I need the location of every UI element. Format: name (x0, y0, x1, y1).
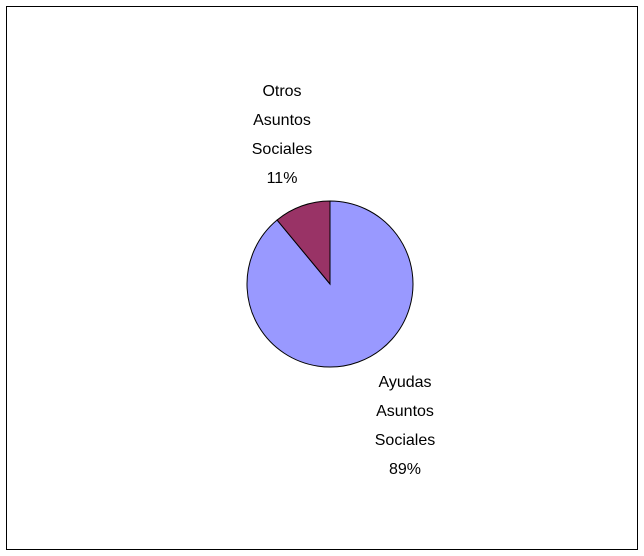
slice-label: Ayudas Asuntos Sociales 89% (360, 368, 450, 484)
value-label: 11% (266, 170, 298, 187)
category-label: Ayudas Asuntos Sociales (374, 374, 436, 449)
slice-label: Otros Asuntos Sociales 11% (237, 77, 327, 193)
category-label: Otros Asuntos Sociales (251, 83, 313, 158)
value-label: 89% (388, 461, 422, 478)
pie-slice (276, 200, 331, 286)
